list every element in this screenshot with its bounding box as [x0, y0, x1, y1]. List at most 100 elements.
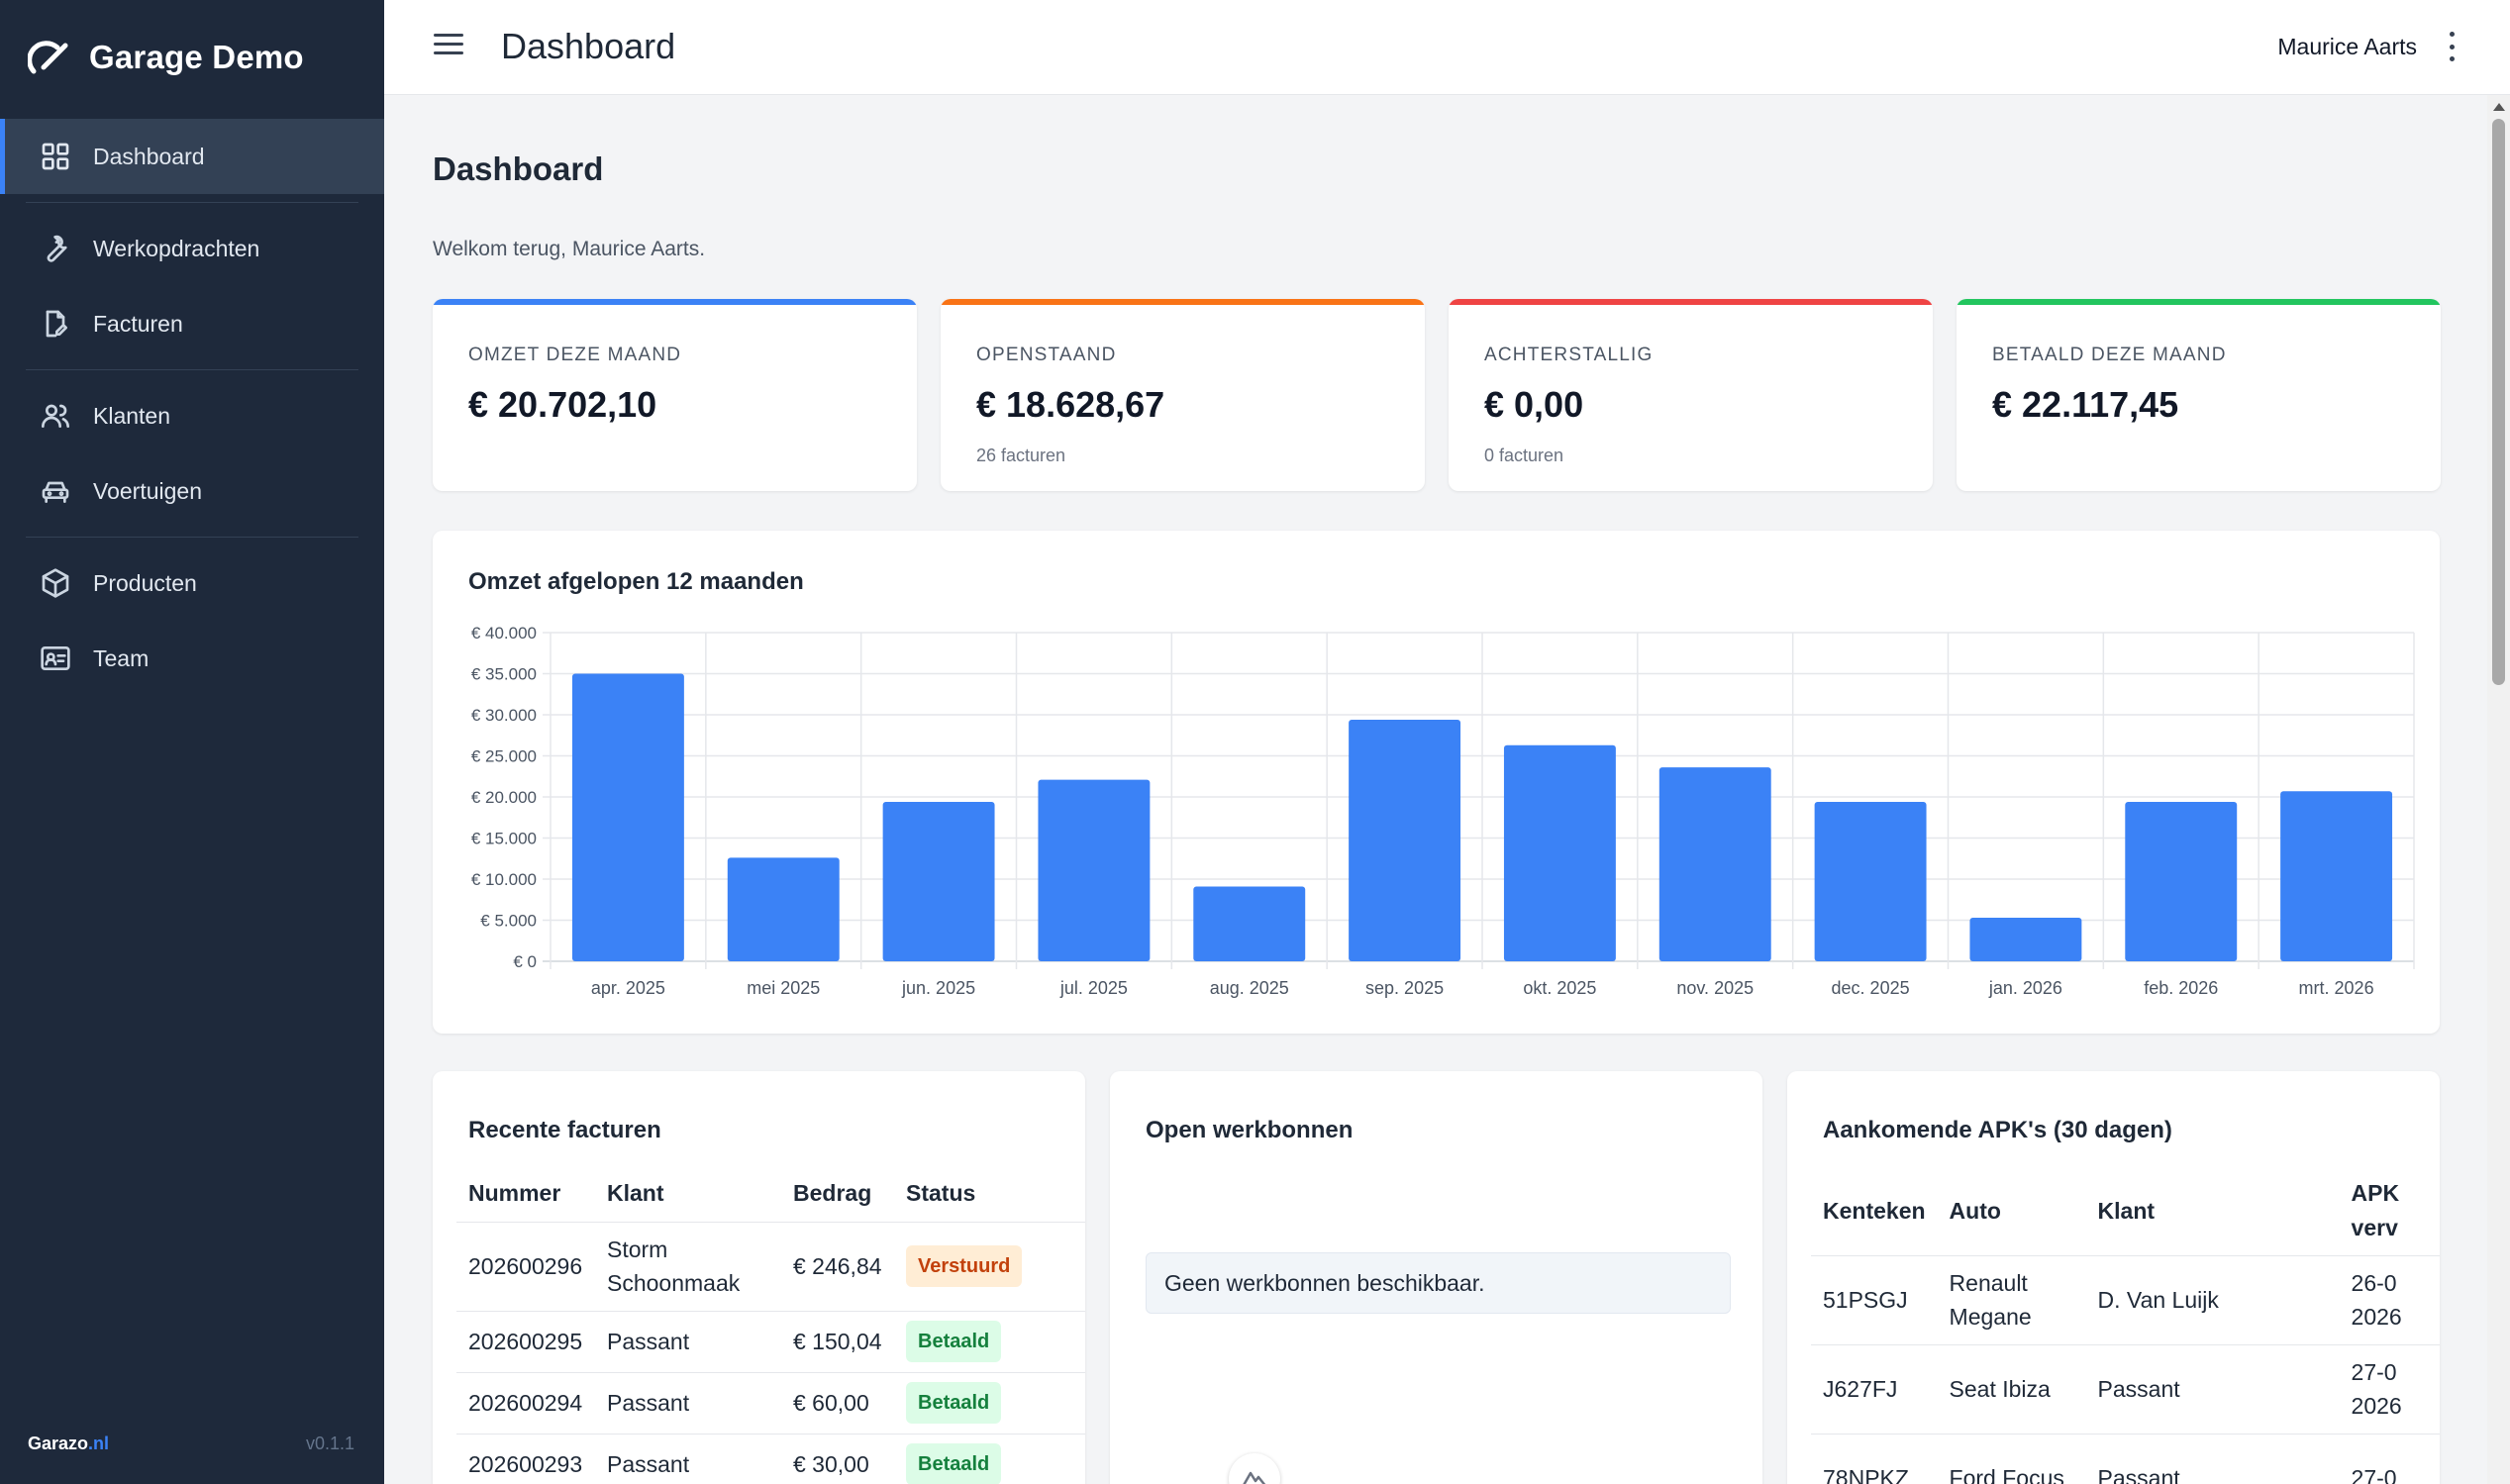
kpi-card-revenue: Omzet deze maand € 20.702,10 — [433, 299, 917, 491]
invoice-client: Passant — [595, 1372, 781, 1435]
card-title: Open werkbonnen — [1146, 1117, 1354, 1143]
kpi-value: € 0,00 — [1484, 384, 1584, 425]
table-row[interactable]: 202600293 Passant € 30,00 Betaald — [456, 1434, 1085, 1484]
column-header[interactable]: Nummer — [456, 1166, 595, 1223]
sidebar-item-voertuigen[interactable]: Voertuigen — [0, 453, 384, 529]
table-row[interactable]: 202600295 Passant € 150,04 Betaald — [456, 1311, 1085, 1373]
invoice-client: Storm Schoonmaak — [595, 1222, 781, 1312]
car-model: Ford Focus — [1937, 1434, 2086, 1484]
sidebar-item-label: Team — [93, 644, 150, 671]
users-icon — [42, 404, 69, 428]
kpi-card-outstanding: Openstaand € 18.628,67 26 facturen — [941, 299, 1425, 491]
topbar: Dashboard Maurice Aarts — [384, 0, 2510, 95]
car-icon — [42, 481, 69, 503]
scrollbar-thumb[interactable] — [2492, 119, 2505, 685]
more-options-icon[interactable] — [2447, 32, 2457, 61]
invoice-number[interactable]: 202600293 — [456, 1434, 595, 1484]
status-badge: Verstuurd — [906, 1245, 1023, 1287]
kpi-value: € 20.702,10 — [468, 384, 657, 425]
card-title: Aankomende APK's (30 dagen) — [1823, 1117, 2172, 1143]
footer-brand-link[interactable]: Garazo.nl — [28, 1434, 109, 1454]
welcome-text: Welkom terug, Maurice Aarts. — [433, 238, 706, 260]
table-row[interactable]: 51PSGJ Renault Megane D. Van Luijk 26-0 … — [1811, 1255, 2440, 1345]
hamburger-menu-icon[interactable] — [434, 34, 463, 61]
scroll-up-arrow-icon[interactable] — [2493, 103, 2505, 111]
sidebar-item-label: Facturen — [93, 310, 183, 337]
kpi-card-paid: Betaald deze maand € 22.117,45 — [1957, 299, 2441, 491]
card-title: Recente facturen — [468, 1117, 661, 1143]
x-tick-label: nov. 2025 — [1676, 978, 1754, 998]
sidebar-item-dashboard[interactable]: Dashboard — [0, 119, 384, 194]
column-header[interactable]: Kenteken — [1811, 1166, 1938, 1256]
chart-title: Omzet afgelopen 12 maanden — [468, 568, 804, 595]
brand[interactable]: Garage Demo — [28, 30, 304, 85]
invoice-number[interactable]: 202600296 — [456, 1222, 595, 1312]
user-name[interactable]: Maurice Aarts — [2277, 34, 2417, 59]
open-workorders-card: Open werkbonnen Geen werkbonnen beschikb… — [1110, 1071, 1762, 1484]
invoice-status-cell: Betaald — [894, 1311, 1085, 1373]
status-badge: Betaald — [906, 1382, 1002, 1424]
column-header[interactable]: Auto — [1937, 1166, 2086, 1256]
apk-date: 27-0 — [2339, 1434, 2440, 1484]
x-tick-label: mei 2025 — [747, 978, 820, 998]
page-scrollbar[interactable] — [2487, 95, 2510, 1484]
kpi-label: Omzet deze maand — [468, 345, 682, 365]
sidebar-item-label: Producten — [93, 569, 197, 596]
column-header[interactable]: APK verv — [2339, 1166, 2440, 1256]
column-header[interactable]: Bedrag — [781, 1166, 894, 1223]
invoice-amount: € 30,00 — [781, 1434, 894, 1484]
kpi-label: Achterstallig — [1484, 345, 1654, 365]
x-tick-label: feb. 2026 — [2144, 978, 2218, 998]
invoice-status-cell: Betaald — [894, 1434, 1085, 1484]
table-row[interactable]: J627FJ Seat Ibiza Passant 27-0 2026 — [1811, 1344, 2440, 1435]
sidebar-item-team[interactable]: Team — [0, 621, 384, 696]
sidebar-item-label: Werkopdrachten — [93, 235, 260, 261]
speedometer-logo-icon — [28, 41, 68, 74]
floating-logo-icon[interactable] — [1229, 1453, 1280, 1484]
invoice-number[interactable]: 202600295 — [456, 1311, 595, 1373]
sidebar-item-label: Voertuigen — [93, 477, 202, 504]
invoice-number[interactable]: 202600294 — [456, 1372, 595, 1435]
y-tick-label: € 40.000 — [471, 624, 537, 643]
table-row[interactable]: 78NPKZ Ford Focus Passant 27-0 — [1811, 1434, 2440, 1484]
client-name: D. Van Luijk — [2085, 1255, 2340, 1345]
invoice-amount: € 150,04 — [781, 1311, 894, 1373]
apk-date: 26-0 2026 — [2339, 1255, 2440, 1345]
y-tick-label: € 20.000 — [471, 788, 537, 807]
chart-bar — [2280, 791, 2393, 961]
table-row[interactable]: 202600294 Passant € 60,00 Betaald — [456, 1372, 1085, 1435]
brand-name: Garage Demo — [89, 39, 304, 75]
column-header[interactable]: Klant — [2085, 1166, 2340, 1256]
x-tick-label: jun. 2025 — [901, 978, 975, 998]
nav-divider — [26, 537, 358, 538]
table-row[interactable]: 202600296 Storm Schoonmaak € 246,84 Vers… — [456, 1222, 1085, 1312]
kpi-card-overdue: Achterstallig € 0,00 0 facturen — [1449, 299, 1933, 491]
sidebar-item-werkopdrachten[interactable]: Werkopdrachten — [0, 211, 384, 286]
kpi-label: Openstaand — [976, 345, 1117, 365]
column-header[interactable]: Status — [894, 1166, 1085, 1223]
plate-number: J627FJ — [1811, 1344, 1938, 1435]
chart-bar — [1193, 886, 1306, 961]
wrench-icon — [47, 235, 67, 262]
sidebar-item-klanten[interactable]: Klanten — [0, 378, 384, 453]
status-badge: Betaald — [906, 1321, 1002, 1362]
x-tick-label: aug. 2025 — [1210, 978, 1289, 998]
chart-bar — [882, 801, 995, 961]
sidebar-item-label: Klanten — [93, 402, 171, 429]
sidebar-item-facturen[interactable]: Facturen — [0, 286, 384, 361]
apk-table: Kenteken Auto Klant APK verv 51PSGJ Rena… — [1811, 1166, 2440, 1484]
y-tick-label: € 15.000 — [471, 830, 537, 848]
car-model: Seat Ibiza — [1937, 1344, 2086, 1435]
kpi-label: Betaald deze maand — [1992, 345, 2227, 365]
app-version: v0.1.1 — [305, 1434, 354, 1453]
invoice-icon — [46, 310, 67, 338]
column-header[interactable]: Klant — [595, 1166, 781, 1223]
kpi-value: € 18.628,67 — [976, 384, 1165, 425]
revenue-chart-card: Omzet afgelopen 12 maanden € 0 € 5.000 € 1… — [433, 531, 2440, 1034]
sidebar-nav: Dashboard Werkopdrachten Facturen Klante… — [0, 119, 384, 696]
kpi-sub: 26 facturen — [976, 445, 1066, 465]
sidebar-item-producten[interactable]: Producten — [0, 545, 384, 621]
plate-number: 51PSGJ — [1811, 1255, 1938, 1345]
table-header-row: Kenteken Auto Klant APK verv — [1811, 1166, 2440, 1256]
chart-bar — [1969, 918, 2082, 961]
